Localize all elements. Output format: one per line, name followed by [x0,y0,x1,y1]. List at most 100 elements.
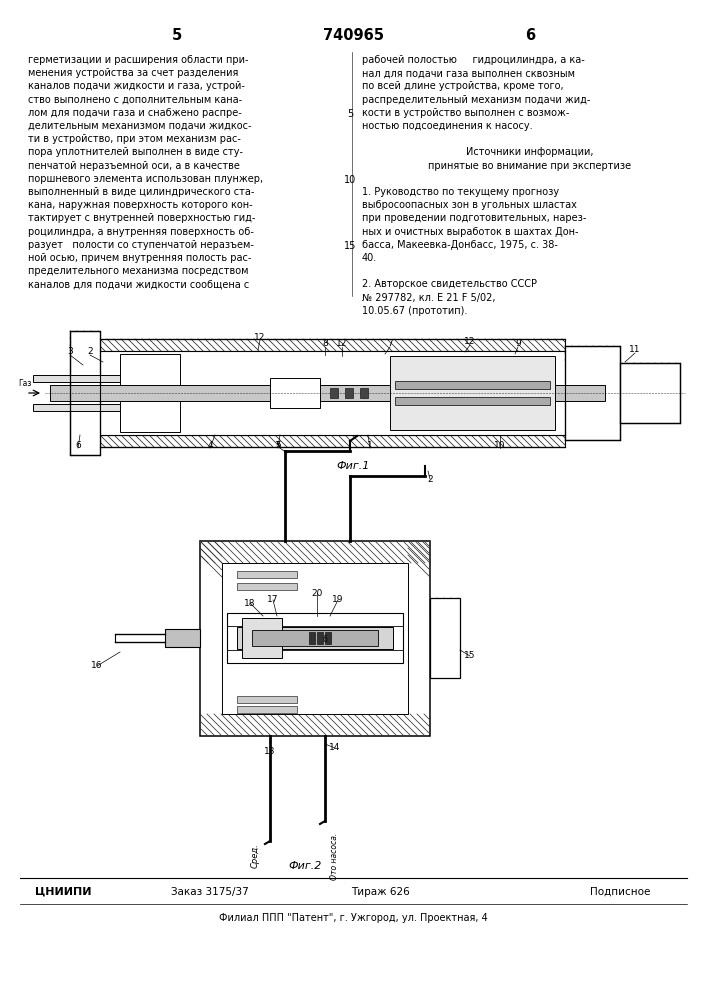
Bar [33,375,130,382]
Text: 3: 3 [274,442,280,450]
Text: пенчатой неразъемной оси, а в качестве: пенчатой неразъемной оси, а в качестве [28,161,240,171]
Bar [395,381,550,389]
Bar [222,563,408,714]
Bar [120,354,180,385]
Text: пора уплотнителей выполнен в виде сту-: пора уплотнителей выполнен в виде сту- [28,147,243,157]
Bar [309,632,315,644]
Text: кана, наружная поверхность которого кон-: кана, наружная поверхность которого кон- [28,200,252,210]
Bar [100,435,565,447]
Text: делительным механизмом подачи жидкос-: делительным механизмом подачи жидкос- [28,121,252,131]
Text: 9: 9 [515,340,521,349]
Text: Ото насоса.: Ото насоса. [330,832,339,880]
Text: ных и очистных выработок в шахтах Дон-: ных и очистных выработок в шахтах Дон- [362,227,578,237]
Text: басса, Макеевка-Донбасс, 1975, с. 38-: басса, Макеевка-Донбасс, 1975, с. 38- [362,240,558,250]
Bar [330,388,338,398]
Bar [252,630,378,646]
Text: кости в устройство выполнен с возмож-: кости в устройство выполнен с возмож- [362,108,569,118]
Text: менения устройства за счет разделения: менения устройства за счет разделения [28,68,238,78]
Text: 13: 13 [264,746,276,756]
Bar [100,339,565,351]
Text: 5: 5 [172,27,182,42]
Text: 4: 4 [207,440,213,450]
Bar [242,618,282,658]
Bar [430,598,460,678]
Text: 3: 3 [67,348,73,357]
Text: роцилиндра, а внутренняя поверхность об-: роцилиндра, а внутренняя поверхность об- [28,227,254,237]
Bar [237,706,297,713]
Text: каналов подачи жидкости и газа, устрой-: каналов подачи жидкости и газа, устрой- [28,81,245,91]
Text: нал для подачи газа выполнен сквозным: нал для подачи газа выполнен сквозным [362,68,575,78]
Text: 20: 20 [311,588,322,597]
Bar [237,627,393,649]
Text: распределительный механизм подачи жид-: распределительный механизм подачи жид- [362,95,590,105]
Text: ти в устройство, при этом механизм рас-: ти в устройство, при этом механизм рас- [28,134,241,144]
Text: Фиг.2: Фиг.2 [288,861,322,871]
Text: 7: 7 [387,340,393,349]
Bar [325,632,331,644]
Text: 5: 5 [347,109,353,119]
Text: Газ: Газ [18,378,32,387]
Text: 10: 10 [344,175,356,185]
Text: при проведении подготовительных, нарез-: при проведении подготовительных, нарез- [362,213,586,223]
Text: ЦНИИПИ: ЦНИИПИ [35,887,91,897]
Text: 6: 6 [322,636,327,645]
Text: рабочей полостью     гидроцилиндра, а ка-: рабочей полостью гидроцилиндра, а ка- [362,55,585,65]
Text: 5: 5 [275,440,281,450]
Text: 1. Руководство по текущему прогнозу: 1. Руководство по текущему прогнозу [362,187,559,197]
Bar [165,629,200,647]
Text: 16: 16 [91,662,103,670]
Text: выполненный в виде цилиндрического ста-: выполненный в виде цилиндрического ста- [28,187,255,197]
Bar [390,356,555,430]
Bar [345,388,353,398]
Bar [237,696,297,703]
Bar [50,385,605,401]
Text: ство выполнено с дополнительным кана-: ство выполнено с дополнительным кана- [28,95,242,105]
Bar [200,541,430,736]
Text: по всей длине устройства, кроме того,: по всей длине устройства, кроме того, [362,81,563,91]
Text: 10: 10 [494,440,506,450]
Text: каналов для подачи жидкости сообщена с: каналов для подачи жидкости сообщена с [28,279,250,289]
Text: 8: 8 [322,340,328,349]
Text: 15: 15 [464,652,476,660]
Text: герметизации и расширения области при-: герметизации и расширения области при- [28,55,248,65]
Bar [565,346,620,440]
Bar [620,363,680,423]
Bar [395,397,550,405]
Text: Подписное: Подписное [590,887,650,897]
Text: 10.05.67 (прототип).: 10.05.67 (прототип). [362,306,467,316]
Text: 40.: 40. [362,253,378,263]
Text: 6: 6 [525,27,535,42]
Text: 2: 2 [427,475,433,484]
Bar [237,583,297,590]
Bar [70,331,100,455]
Text: 19: 19 [332,595,344,604]
Bar [270,378,320,408]
Text: Источники информации,: Источники информации, [466,147,594,157]
Bar [360,388,368,398]
Text: 2. Авторское свидетельство СССР: 2. Авторское свидетельство СССР [362,279,537,289]
Text: разует   полости со ступенчатой неразъем-: разует полости со ступенчатой неразъем- [28,240,254,250]
Text: выбросоопасных зон в угольных шластах: выбросоопасных зон в угольных шластах [362,200,577,210]
Text: 12: 12 [255,332,266,342]
Text: 18: 18 [244,598,256,607]
Text: поршневого элемента использован плунжер,: поршневого элемента использован плунжер, [28,174,263,184]
Bar [100,351,565,435]
Text: тактирует с внутренней поверхностью гид-: тактирует с внутренней поверхностью гид- [28,213,255,223]
Text: 740965: 740965 [322,27,383,42]
Bar [33,404,130,411]
Bar [237,571,297,578]
Text: 11: 11 [629,346,641,355]
Text: № 297782, кл. Е 21 F 5/02,: № 297782, кл. Е 21 F 5/02, [362,293,496,303]
Text: Филиал ППП "Патент", г. Ужгород, ул. Проектная, 4: Филиал ППП "Патент", г. Ужгород, ул. Про… [218,913,487,923]
Text: 12: 12 [337,340,348,349]
Text: 2: 2 [87,348,93,357]
Bar [120,401,180,432]
Text: лом для подачи газа и снабжено распре-: лом для подачи газа и снабжено распре- [28,108,242,118]
Text: Фиг.1: Фиг.1 [337,461,370,471]
Text: принятые во внимание при экспертизе: принятые во внимание при экспертизе [428,161,631,171]
Text: 15: 15 [344,241,356,251]
Text: пределительного механизма посредством: пределительного механизма посредством [28,266,248,276]
Text: ной осью, причем внутренняя полость рас-: ной осью, причем внутренняя полость рас- [28,253,252,263]
Text: Тираж 626: Тираж 626 [351,887,409,897]
Text: ностью подсоединения к насосу.: ностью подсоединения к насосу. [362,121,532,131]
